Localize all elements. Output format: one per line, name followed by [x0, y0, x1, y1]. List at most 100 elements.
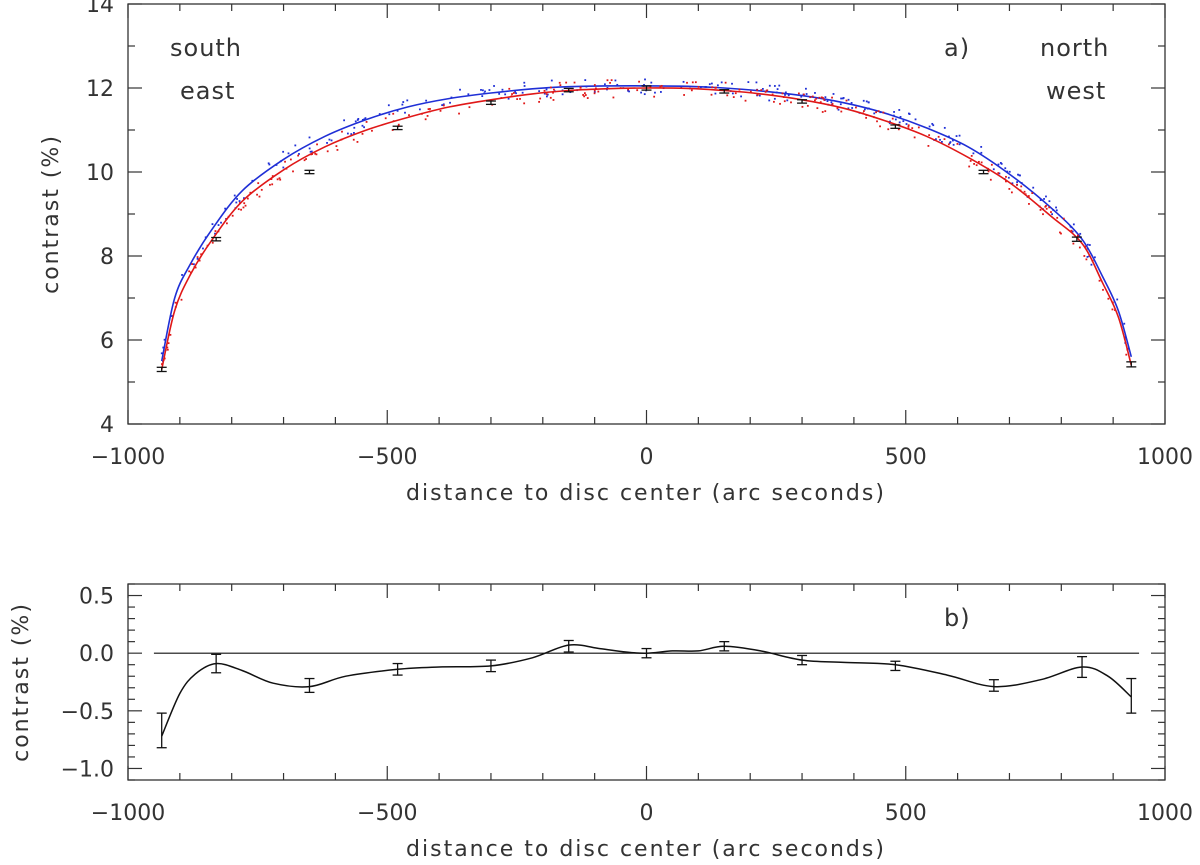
panel-a-point-red [392, 112, 395, 115]
panel-a-point-red [732, 96, 735, 98]
panel-a-point-blue [484, 90, 486, 93]
panel-a-point-blue [238, 200, 241, 202]
panel-a-point-red [508, 87, 511, 90]
panel-a-point-blue [837, 108, 840, 111]
panel-a-point-red [1027, 195, 1030, 197]
panel-a-point-blue [958, 143, 961, 146]
panel-a-point-red [911, 127, 914, 130]
panel-a-point-blue [1048, 200, 1051, 203]
panel-a-point-blue [298, 153, 300, 155]
panel-a-point-red [831, 96, 833, 99]
panel-a-point-red [989, 178, 992, 181]
panel-a-point-red [1031, 192, 1034, 195]
panel-a-point-blue [1008, 170, 1011, 173]
panel-a-label: a) [944, 34, 970, 62]
panel-a-point-red [552, 99, 555, 101]
panel-a-point-blue [992, 168, 995, 171]
panel-a-point-red [260, 188, 263, 191]
panel-a-point-red [549, 86, 552, 89]
annotation-north: north [1040, 34, 1109, 62]
panel-a-point-blue [243, 197, 245, 200]
panel-a-point-blue [514, 91, 516, 93]
panel-a-point-red [797, 92, 800, 95]
panel-a-point-red [198, 259, 201, 262]
panel-a-point-blue [287, 152, 290, 155]
panel-a-errorbar [797, 99, 808, 104]
panel-a-point-red [855, 106, 857, 109]
panel-a-point-blue [1045, 195, 1047, 198]
panel-a-point-blue [805, 93, 808, 95]
panel-a-point-blue [501, 88, 504, 91]
panel-a-point-red [1005, 180, 1007, 183]
panel-a-point-red [442, 104, 445, 107]
panel-b-x-tick-label: 1000 [1137, 801, 1193, 826]
panel-a-point-red [820, 96, 823, 99]
panel-a-point-blue [1086, 243, 1089, 246]
panel-a-point-red [258, 195, 261, 198]
panel-a-tick-labels: −1000 −500 0 500 1000 4 6 8 10 12 14 [86, 0, 1193, 470]
panel-a-point-blue [999, 162, 1002, 164]
panel-a-point-blue [643, 83, 645, 86]
panel-a-point-blue [616, 83, 619, 86]
panel-a-point-blue [361, 124, 364, 127]
panel-b-residual-curve [161, 644, 1132, 737]
panel-a-point-red [638, 80, 640, 83]
panel-b-errorbar [797, 654, 808, 666]
panel-a-point-blue [980, 151, 983, 154]
panel-a-point-blue [396, 109, 399, 112]
annotation-east: east [180, 77, 235, 105]
panel-a-point-red [627, 88, 629, 91]
panel-a-point-blue [958, 134, 961, 137]
panel-a-y-tick-label: 12 [86, 77, 114, 102]
panel-b-y-tick-label: 0.0 [79, 642, 114, 667]
panel-a-point-red [335, 145, 338, 148]
panel-a-y-tick-label: 8 [100, 245, 114, 270]
panel-a-point-blue [353, 131, 355, 134]
panel-a-point-blue [787, 94, 790, 97]
panel-a-point-red [840, 110, 843, 113]
panel-a-point-blue [1090, 263, 1093, 266]
annotation-west: west [1046, 77, 1106, 105]
panel-a-point-red [724, 81, 727, 84]
panel-a-point-red [553, 88, 555, 91]
panel-a-curve-blue [160, 85, 1133, 362]
panel-a-point-blue [839, 103, 842, 106]
panel-a-point-blue [162, 346, 165, 349]
panel-a-point-blue [1086, 255, 1089, 258]
panel-a-point-blue [308, 147, 311, 150]
panel-a-point-blue [493, 85, 495, 87]
panel-a-point-red [279, 178, 282, 181]
panel-a-point-blue [449, 101, 451, 104]
panel-a-point-blue [515, 92, 517, 95]
panel-a-point-red [593, 84, 596, 86]
panel-a-point-blue [326, 142, 328, 144]
panel-a-point-blue [768, 84, 771, 87]
panel-a-point-red [543, 89, 546, 92]
panel-a-point-blue [680, 86, 683, 89]
panel-a-point-red [188, 270, 191, 273]
panel-a-point-red [815, 97, 818, 100]
panel-b-y-tick-label: −1.0 [61, 757, 114, 782]
panel-a-point-red [876, 120, 878, 123]
panel-a-point-red [371, 129, 373, 132]
panel-a-point-blue [310, 150, 313, 153]
panel-a-x-tick-label: 500 [885, 445, 927, 470]
panel-a-point-blue [523, 85, 526, 87]
panel-a-point-blue [972, 152, 975, 155]
panel-b-x-tick-label: −1000 [91, 801, 165, 826]
panel-a-point-red [305, 158, 307, 160]
panel-b-errorbar [485, 659, 496, 673]
panel-a-point-red [424, 118, 427, 121]
panel-a-point-blue [948, 142, 951, 145]
panel-a-point-red [516, 98, 519, 101]
panel-a-point-red [653, 95, 656, 98]
panel-a-point-red [558, 81, 561, 84]
panel-a-point-red [237, 208, 240, 211]
panel-a-point-red [1016, 183, 1019, 186]
panel-a-point-blue [784, 94, 786, 96]
panel-a-point-red [636, 89, 639, 92]
panel-a-point-blue [939, 138, 941, 141]
panel-a-point-blue [731, 92, 734, 95]
panel-a-point-red [1111, 308, 1114, 311]
panel-a-point-blue [826, 100, 829, 102]
